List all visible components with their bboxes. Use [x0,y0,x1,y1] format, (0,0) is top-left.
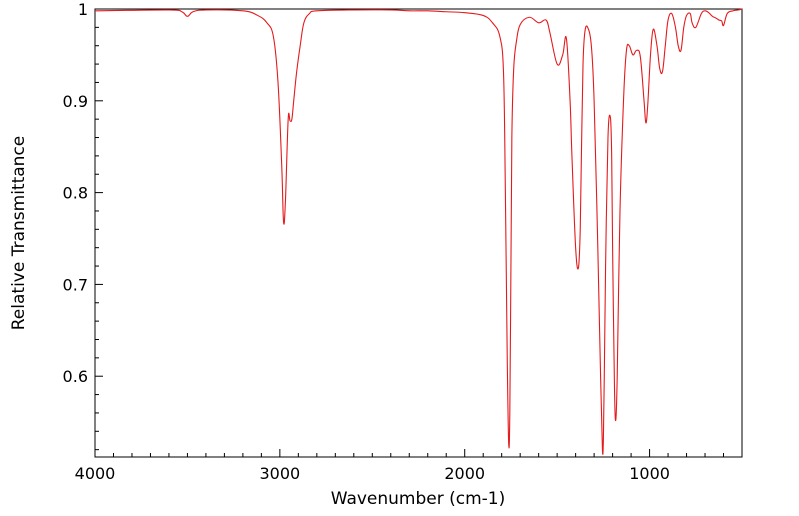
spectrum-line [94,8,743,455]
y-axis-label: Relative Transmittance [9,136,29,331]
plot-frame [94,8,743,458]
y-axis-ticks: 0.6 0.7 0.8 0.9 1 [63,0,103,386]
x-tick-label: 3000 [259,464,300,483]
y-tick-label: 1 [78,0,88,19]
y-tick-label: 0.8 [63,184,88,203]
y-tick-label: 0.7 [63,275,88,294]
minor-ticks [95,26,743,457]
x-tick-label: 2000 [444,464,485,483]
x-axis-ticks: 4000 3000 2000 1000 [75,449,670,483]
y-tick-label: 0.9 [63,92,88,111]
x-axis-label: Wavenumber (cm-1) [331,489,506,509]
x-tick-label: 1000 [629,464,670,483]
y-tick-label: 0.6 [63,367,88,386]
x-tick-label: 4000 [75,464,116,483]
